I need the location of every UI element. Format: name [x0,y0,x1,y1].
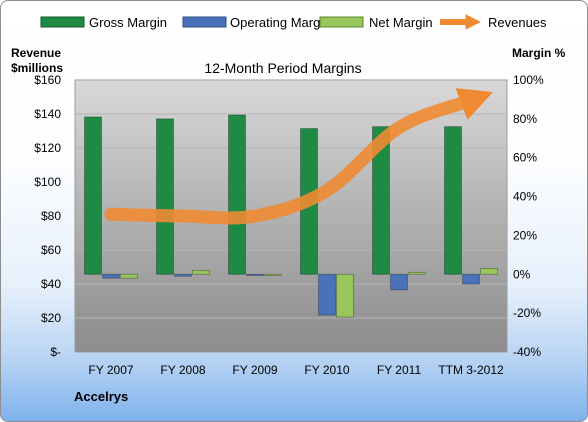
category-label: FY 2011 [377,363,422,377]
category-label: FY 2009 [232,363,277,377]
category-label: FY 2010 [304,363,349,377]
bar-gross-margin [228,114,246,275]
category-label: FY 2008 [160,363,205,377]
left-axis-label-line2: $millions [11,61,63,75]
bar-operating-margin [390,273,408,291]
bar-operating-margin [174,273,192,277]
right-tick-label: -20% [513,306,541,320]
legend-label-revenues: Revenues [488,15,547,30]
legend-label-net-margin: Net Margin [369,15,433,30]
bar-operating-margin [246,273,264,276]
bar-net-margin [264,273,282,276]
right-tick-label: 60% [513,151,537,165]
bar-operating-margin [318,273,336,316]
left-tick-label: $- [50,345,61,359]
bar-net-margin [480,268,498,275]
bar-net-margin [408,271,426,275]
right-axis-label: Margin % [512,46,566,60]
left-tick-label: $120 [34,141,61,155]
legend-swatch-net-margin [319,16,364,28]
right-tick-label: -40% [513,345,541,359]
bar-net-margin [336,273,354,318]
legend-label-operating-margin: Operating Margin [230,15,330,30]
left-axis-label-line1: Revenue [11,46,61,60]
right-tick-label: 20% [513,228,537,242]
right-tick-label: 100% [513,73,544,87]
right-tick-label: 0% [513,267,531,281]
left-tick-label: $20 [41,311,61,325]
legend-swatch-operating-margin [182,16,227,28]
left-tick-label: $80 [41,209,61,223]
bar-net-margin [120,273,138,279]
bar-operating-margin [462,273,480,285]
right-tick-label: 40% [513,190,537,204]
bar-gross-margin [84,116,102,275]
right-tick-label: 80% [513,112,537,126]
legend-swatch-gross-margin [40,16,85,28]
bar-gross-margin [444,126,462,275]
left-tick-label: $100 [34,175,61,189]
left-tick-label: $160 [34,73,61,87]
bar-operating-margin [102,273,120,279]
bar-gross-margin [372,126,390,275]
legend: Gross Margin Operating Margin Net Margin… [40,14,547,30]
left-tick-label: $140 [34,107,61,121]
left-tick-label: $60 [41,243,61,257]
line-revenues [104,88,494,225]
chart-title: 12-Month Period Margins [204,60,361,76]
category-label: TTM 3-2012 [438,363,504,377]
legend-label-gross-margin: Gross Margin [89,15,167,30]
category-label: FY 2007 [88,363,133,377]
company-label: Accelrys [74,389,128,404]
left-tick-label: $40 [41,277,61,291]
bar-net-margin [192,269,210,275]
bar-gross-margin [156,118,174,275]
